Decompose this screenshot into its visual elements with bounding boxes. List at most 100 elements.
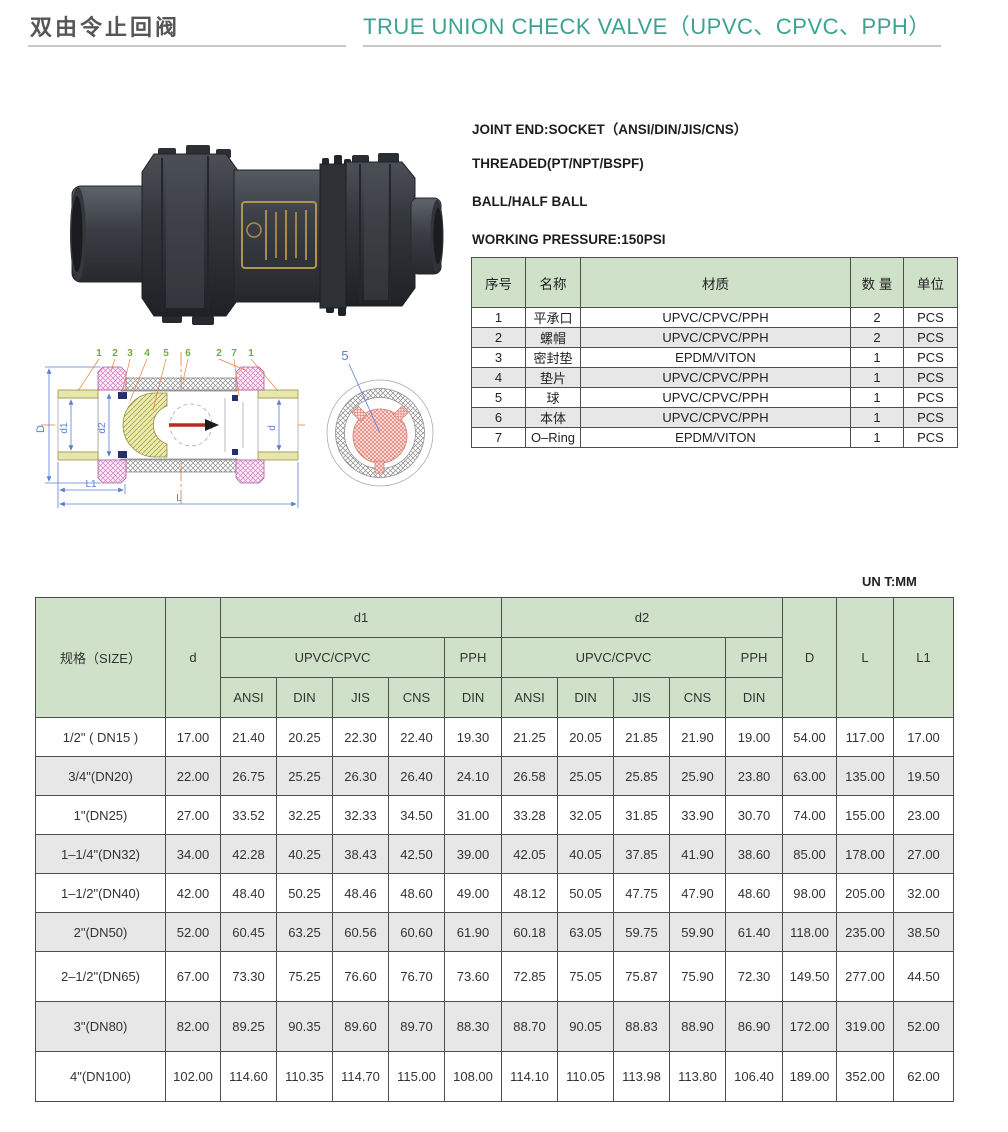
parts-cell: PCS [903, 307, 958, 328]
dim-cell-value: 32.33 [332, 795, 389, 835]
unit-note: UN T:MM [862, 574, 917, 589]
title-underline-right [363, 45, 941, 47]
callout-2a: 2 [112, 348, 118, 359]
dim-cell-value: 32.00 [893, 873, 955, 913]
dim-cell-value: 39.00 [443, 834, 503, 874]
dim-cell-value: 21.25 [501, 717, 559, 757]
dim-header-D: D [782, 597, 838, 718]
parts-cell: 3 [471, 347, 526, 368]
end-view-callout-5: 5 [341, 348, 348, 363]
dim-cell-value: 27.00 [893, 834, 955, 874]
dim-header-standard-d2-3: CNS [669, 677, 727, 718]
dimensions-table-row: 1/2" ( DN15 ) 17.00 21.40 20.25 22.30 22.40 19… [35, 717, 955, 757]
dim-cell-value: 34.00 [165, 834, 221, 874]
dim-cell-value: 40.05 [557, 834, 615, 874]
dim-cell-value: 102.00 [165, 1051, 221, 1102]
parts-cell: PCS [903, 347, 958, 368]
dim-cell-value: 48.60 [388, 873, 445, 913]
parts-header-cell-0: 序号 [471, 257, 526, 308]
dim-cell-value: 23.80 [725, 756, 784, 796]
parts-cell: PCS [903, 427, 958, 448]
dim-cell-value: 31.85 [613, 795, 671, 835]
dim-label-d1: d1 [59, 422, 70, 434]
dim-cell-value: 48.60 [725, 873, 784, 913]
dim-header-upvc-cpvc-d1: UPVC/CPVC [220, 637, 445, 678]
dim-cell-value: 17.00 [165, 717, 221, 757]
dim-header-standard-d2-1: DIN [557, 677, 615, 718]
dim-cell-value: 42.05 [501, 834, 559, 874]
dim-cell-value: 40.25 [276, 834, 333, 874]
dim-header-upvc-cpvc-d2: UPVC/CPVC [501, 637, 727, 678]
dim-cell-value: 76.60 [332, 951, 389, 1002]
end-view: 5 [326, 348, 434, 487]
page-title-chinese: 双由令止回阀 [30, 15, 181, 40]
parts-cell: UPVC/CPVC/PPH [580, 307, 851, 328]
photo-left-union-nut [141, 145, 240, 325]
dim-cell-value: 60.60 [388, 912, 445, 952]
end-view-leader [348, 363, 381, 434]
dim-cell-value: 52.00 [165, 912, 221, 952]
dim-cell-value: 75.90 [669, 951, 727, 1002]
dim-label-D: D [35, 425, 47, 433]
dimensions-table: 规格（SIZE） d d1 d2 D L L1 UPVC/CPVC PPH UPVC/CPVC PP… [35, 597, 955, 1102]
callout-7: 7 [231, 348, 237, 359]
parts-header-cell-4: 单位 [903, 257, 958, 308]
dim-cell-value: 21.85 [613, 717, 671, 757]
valve-photo-illustration [70, 145, 444, 325]
spec-threaded: THREADED(PT/NPT/BSPF) [472, 156, 644, 171]
dim-header-d1-group: d1 [219, 597, 503, 638]
dim-cell-value: 50.05 [557, 873, 615, 913]
parts-cell: 1 [850, 427, 904, 448]
parts-cell: EPDM/VITON [580, 347, 851, 368]
dim-header-d: d [165, 597, 221, 718]
dim-header-standard-d1-1: DIN [276, 677, 333, 718]
dim-cell-value: 26.30 [332, 756, 389, 796]
dim-cell-value: 106.40 [725, 1051, 784, 1102]
dim-cell-value: 42.00 [165, 873, 221, 913]
dim-cell-value: 21.40 [220, 717, 277, 757]
dim-cell-value: 61.90 [443, 912, 503, 952]
photo-gold-label [241, 201, 317, 269]
dim-cell-value: 61.40 [725, 912, 784, 952]
dim-header-standard-d1-3: CNS [388, 677, 445, 718]
dim-cell-value: 74.00 [782, 795, 838, 835]
parts-table-body: 1 平承口 UPVC/CPVC/PPH 2 PCS 2 螺帽 UPVC/CPVC/PPH 2 PC… [471, 307, 958, 448]
dim-cell-value: 88.70 [501, 1001, 559, 1052]
dim-cell-value: 277.00 [836, 951, 895, 1002]
dim-cell-value: 52.00 [893, 1001, 955, 1052]
dim-cell-value: 37.85 [613, 834, 671, 874]
dim-header-standard-d2-0: ANSI [501, 677, 559, 718]
dimensions-table-row: 1"(DN25) 27.00 33.52 32.25 32.33 34.50 31.00 33… [35, 795, 955, 835]
parts-cell: 4 [471, 367, 526, 388]
parts-cell: 1 [471, 307, 526, 328]
dim-cell-value: 352.00 [836, 1051, 895, 1102]
dim-cell-value: 32.05 [557, 795, 615, 835]
dim-cell-size: 2–1/2"(DN65) [35, 951, 166, 1002]
parts-cell: PCS [903, 387, 958, 408]
dim-cell-value: 27.00 [165, 795, 221, 835]
dim-cell-value: 113.80 [669, 1051, 727, 1102]
parts-cell: UPVC/CPVC/PPH [580, 387, 851, 408]
dim-cell-value: 20.25 [276, 717, 333, 757]
dim-cell-value: 63.25 [276, 912, 333, 952]
dim-cell-value: 21.90 [669, 717, 727, 757]
dim-cell-value: 88.83 [613, 1001, 671, 1052]
technical-drawing: D d1 d2 d L1 L [33, 338, 463, 548]
parts-cell: 2 [850, 307, 904, 328]
dim-cell-value: 89.70 [388, 1001, 445, 1052]
dim-cell-value: 25.90 [669, 756, 727, 796]
valve-section-drawing: D d1 d2 d L1 L [35, 348, 434, 508]
dim-label-d: d [267, 425, 278, 431]
parts-cell: 5 [471, 387, 526, 408]
dim-cell-value: 155.00 [836, 795, 895, 835]
dim-cell-size: 1"(DN25) [35, 795, 166, 835]
dim-cell-value: 189.00 [782, 1051, 838, 1102]
photo-collar-ring [319, 155, 351, 316]
title-underline-left [28, 45, 346, 47]
dim-cell-value: 23.00 [893, 795, 955, 835]
dim-cell-value: 73.60 [443, 951, 503, 1002]
callout-1a: 1 [96, 348, 102, 359]
parts-header-cell-2: 材质 [580, 257, 851, 308]
dim-cell-value: 75.25 [276, 951, 333, 1002]
